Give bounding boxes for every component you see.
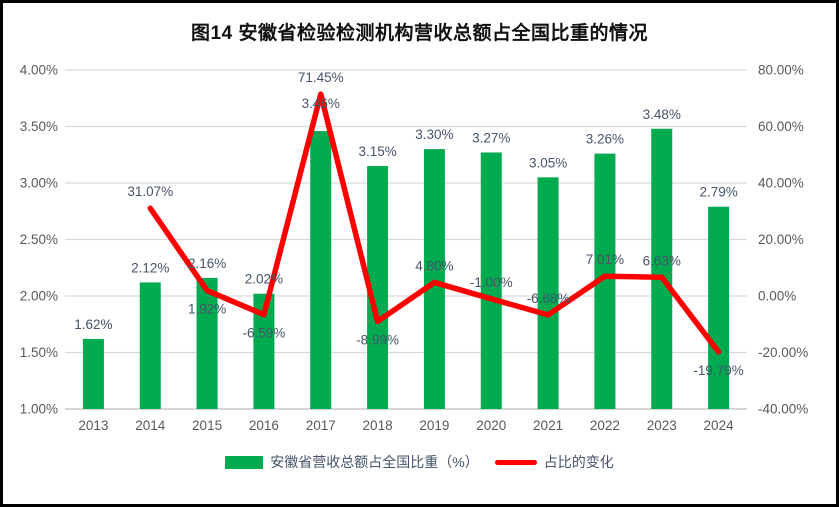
bar-2022 bbox=[594, 153, 616, 409]
left-axis-tick: 2.50% bbox=[20, 232, 58, 247]
left-axis-tick: 1.00% bbox=[20, 402, 58, 417]
left-axis-tick: 1.50% bbox=[20, 345, 58, 360]
legend-item-bar-series: 安徽省营收总额占全国比重（%） bbox=[225, 452, 479, 472]
line-label-2024: -19.79% bbox=[693, 363, 743, 378]
x-axis-label-2020: 2020 bbox=[476, 418, 506, 433]
bar-2013 bbox=[82, 338, 104, 409]
bar-2019 bbox=[423, 149, 445, 409]
chart-title: 图14 安徽省检验检测机构营收总额占全国比重的情况 bbox=[191, 23, 648, 44]
x-axis-label-2022: 2022 bbox=[590, 418, 620, 433]
left-axis-tick: 4.00% bbox=[20, 63, 58, 78]
x-axis-label-2019: 2019 bbox=[419, 418, 449, 433]
line-label-2018: -8.99% bbox=[356, 332, 399, 347]
right-axis-tick: 20.00% bbox=[758, 232, 804, 247]
bar-label-2017: 3.46% bbox=[302, 96, 340, 111]
bar-label-2014: 2.12% bbox=[131, 260, 169, 275]
right-axis-tick: 80.00% bbox=[758, 63, 804, 78]
bar-label-2024: 2.79% bbox=[699, 185, 737, 200]
bar-series-swatch-icon bbox=[225, 455, 264, 469]
x-axis-label-2017: 2017 bbox=[306, 418, 336, 433]
line-label-2023: 6.63% bbox=[643, 253, 681, 268]
line-label-2017: 71.45% bbox=[298, 70, 344, 85]
right-axis-tick: -40.00% bbox=[758, 402, 808, 417]
x-axis-label-2014: 2014 bbox=[135, 418, 166, 433]
bar-2014 bbox=[139, 282, 161, 409]
line-label-2014: 31.07% bbox=[127, 184, 173, 199]
legend-item-line-series: 占比的变化 bbox=[494, 452, 614, 472]
x-axis-label-2013: 2013 bbox=[78, 418, 108, 433]
left-axis-tick: 3.50% bbox=[20, 119, 58, 134]
bar-label-2018: 3.15% bbox=[358, 144, 396, 159]
right-axis-tick: -20.00% bbox=[758, 345, 808, 360]
x-axis-label-2015: 2015 bbox=[192, 418, 222, 433]
x-axis-label-2018: 2018 bbox=[363, 418, 393, 433]
bar-2023 bbox=[651, 128, 673, 409]
line-label-2015: 1.92% bbox=[188, 302, 226, 317]
right-axis-tick: 60.00% bbox=[758, 119, 804, 134]
left-axis-tick: 3.00% bbox=[20, 176, 58, 191]
bar-label-2022: 3.26% bbox=[586, 132, 624, 147]
legend: 安徽省营收总额占全国比重（%） 占比的变化 bbox=[3, 452, 836, 472]
line-series-swatch-icon bbox=[494, 459, 537, 465]
bar-2015 bbox=[196, 277, 218, 409]
line-label-2020: -1.00% bbox=[470, 275, 513, 290]
bar-label-2023: 3.48% bbox=[643, 107, 681, 122]
bar-label-2019: 3.30% bbox=[415, 127, 453, 142]
x-axis-label-2021: 2021 bbox=[533, 418, 563, 433]
right-axis-tick: 40.00% bbox=[758, 176, 804, 191]
combo-chart: 4.00% 3.50% 3.00% 2.50% 2.00% 1.50% 1.00% 80.00… bbox=[20, 63, 809, 434]
bar-label-2021: 3.05% bbox=[529, 155, 567, 170]
x-axis-label-2023: 2023 bbox=[647, 418, 677, 433]
change-line bbox=[147, 91, 722, 355]
right-axis-tick: 0.00% bbox=[758, 289, 796, 304]
bar-label-2013: 1.62% bbox=[74, 317, 112, 332]
bar-label-2016: 2.02% bbox=[245, 272, 283, 287]
x-axis-label-2016: 2016 bbox=[249, 418, 279, 433]
line-label-2022: 7.01% bbox=[586, 252, 624, 267]
legend-label-line-series: 占比的变化 bbox=[543, 454, 614, 470]
bar-label-2020: 3.27% bbox=[472, 130, 510, 145]
bar-2020 bbox=[480, 152, 502, 409]
line-label-2016: -6.59% bbox=[243, 326, 286, 341]
bar-2017 bbox=[310, 131, 332, 409]
x-axis-label-2024: 2024 bbox=[704, 418, 735, 433]
legend-label-bar-series: 安徽省营收总额占全国比重（%） bbox=[270, 454, 479, 470]
bar-2018 bbox=[367, 166, 389, 409]
bar-2024 bbox=[708, 206, 730, 409]
bar-2016 bbox=[253, 293, 275, 409]
bar-label-2015: 2.16% bbox=[188, 256, 226, 271]
line-label-2021: -6.68% bbox=[527, 291, 570, 306]
line-label-2019: 4.80% bbox=[415, 258, 453, 273]
left-axis-tick: 2.00% bbox=[20, 289, 58, 304]
bar-2021 bbox=[537, 177, 559, 409]
